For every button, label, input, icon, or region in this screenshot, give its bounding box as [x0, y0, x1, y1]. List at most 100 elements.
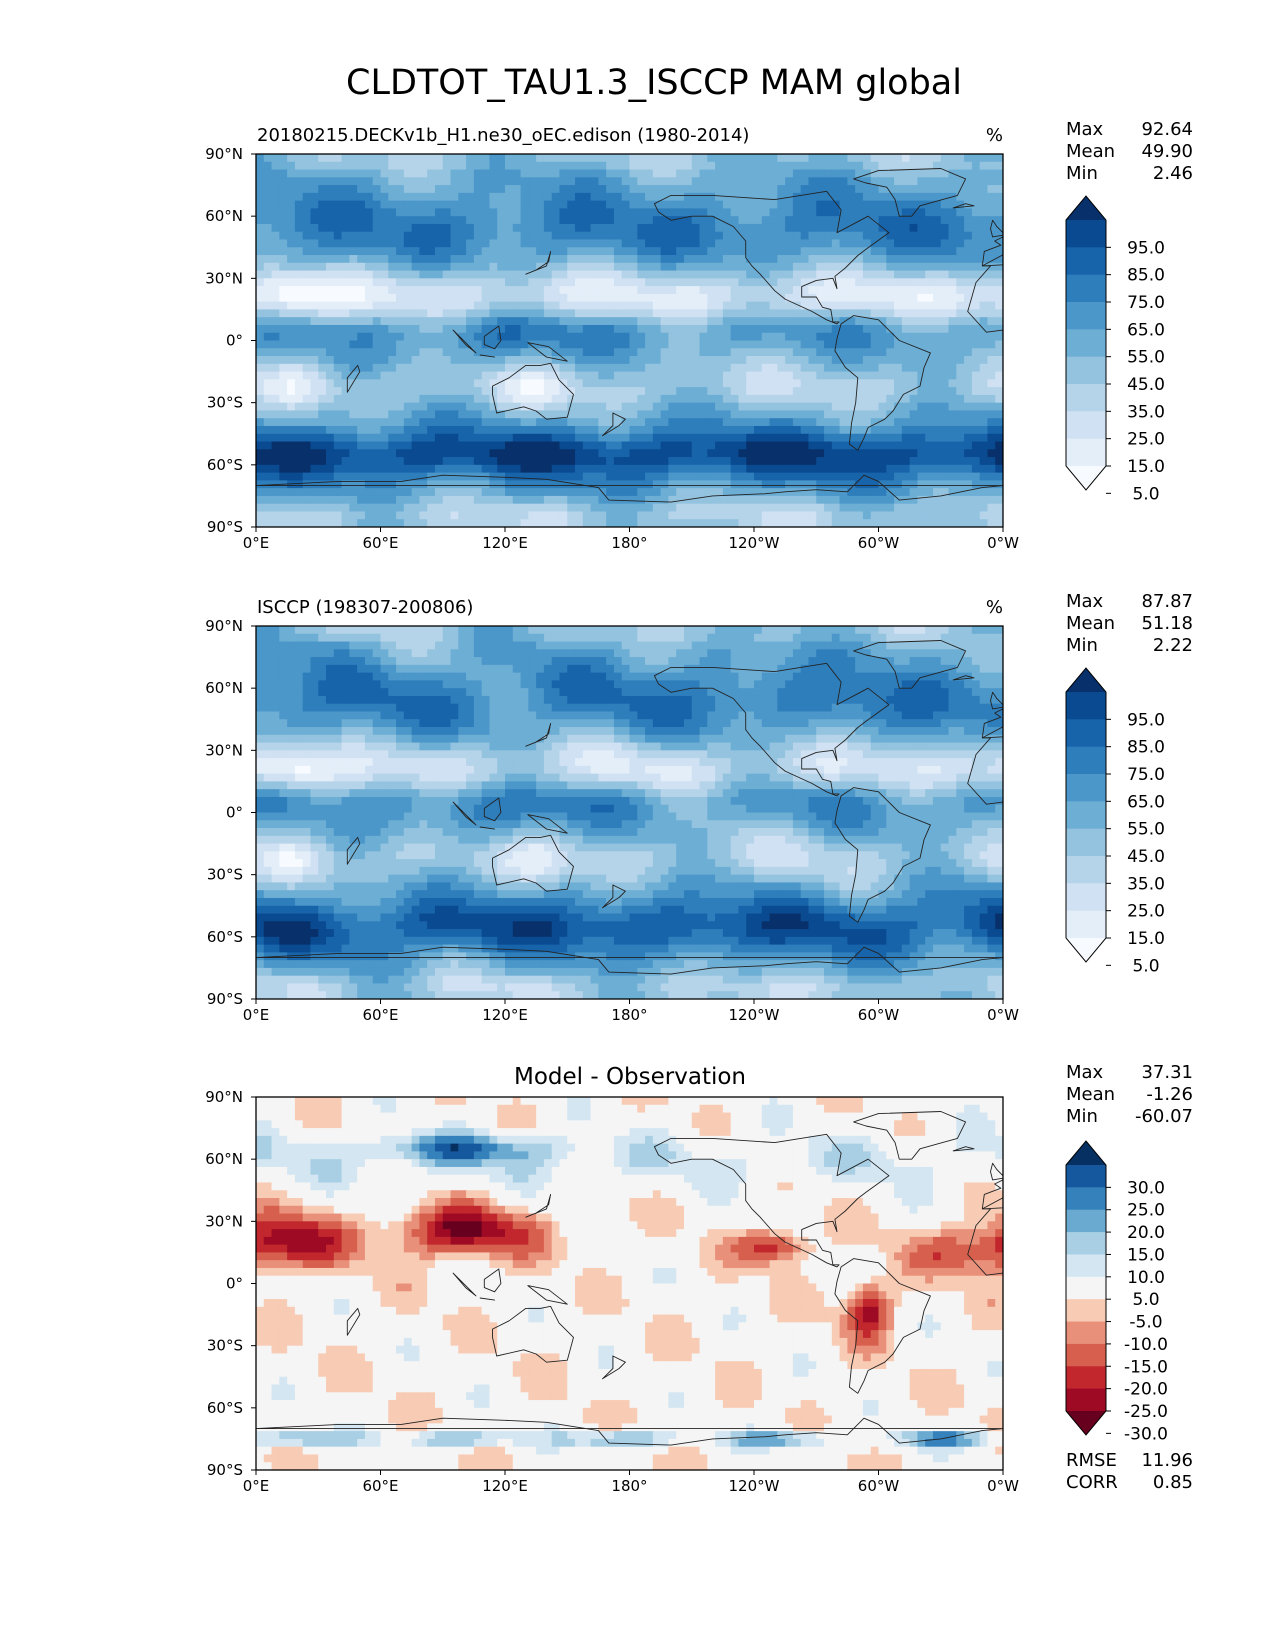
field-cell — [956, 161, 965, 171]
field-cell — [458, 177, 467, 186]
field-cell — [831, 200, 841, 209]
field-cell — [621, 239, 631, 248]
field-cell — [302, 262, 312, 272]
field-cell — [606, 255, 615, 264]
field-cell — [699, 309, 708, 318]
field-cell — [683, 309, 693, 318]
field-cell — [575, 503, 584, 513]
field-cell — [792, 519, 802, 527]
field-cell — [567, 394, 576, 404]
field-cell — [302, 169, 312, 178]
field-cell — [543, 356, 553, 365]
field-cell — [715, 239, 724, 248]
field-cell — [505, 464, 514, 474]
field-cell — [419, 363, 428, 373]
field-cell — [606, 278, 615, 287]
field-cell — [364, 340, 374, 349]
field-cell — [699, 348, 708, 357]
field-cell — [326, 200, 335, 209]
field-cell — [909, 433, 919, 443]
field-cell — [746, 363, 755, 373]
field-cell — [372, 161, 382, 171]
field-cell — [294, 379, 304, 388]
field-cell — [466, 177, 475, 186]
field-cell — [497, 402, 506, 412]
field-cell — [862, 340, 872, 349]
field-cell — [294, 332, 304, 342]
field-cell — [645, 231, 654, 241]
field-cell — [543, 192, 553, 202]
field-cell — [754, 371, 763, 380]
field-cell — [754, 340, 763, 349]
field-cell — [575, 495, 584, 505]
field-cell — [847, 348, 856, 357]
field-cell — [940, 356, 950, 365]
field-cell — [855, 247, 864, 256]
field-cell — [660, 425, 670, 435]
field-cell — [645, 286, 654, 295]
field-cell — [839, 418, 848, 427]
field-cell — [839, 169, 848, 178]
field-cell — [279, 356, 288, 365]
field-cell — [372, 247, 382, 256]
field-cell — [995, 402, 1003, 412]
field-cell — [668, 472, 677, 481]
field-cell — [925, 433, 934, 443]
field-cell — [372, 185, 382, 194]
field-cell — [979, 457, 989, 466]
field-cell — [489, 262, 498, 272]
field-cell — [683, 488, 693, 497]
field-cell — [652, 192, 662, 202]
field-cell — [676, 185, 685, 194]
field-cell — [294, 402, 304, 412]
field-cell — [691, 177, 701, 186]
field-cell — [489, 161, 498, 171]
field-cell — [925, 185, 934, 194]
field-cell — [489, 270, 498, 279]
field-cell — [847, 185, 856, 194]
field-cell — [637, 488, 646, 497]
field-cell — [473, 192, 483, 202]
field-cell — [886, 425, 895, 435]
colorbar-extend-max — [1066, 196, 1106, 220]
field-cell — [497, 247, 506, 256]
field-cell — [349, 348, 358, 357]
field-cell — [279, 340, 288, 349]
field-cell — [707, 223, 716, 233]
field-cell — [691, 286, 701, 295]
field-cell — [746, 464, 755, 474]
field-cell — [310, 464, 319, 474]
field-cell — [792, 301, 802, 311]
field-cell — [777, 154, 786, 163]
field-cell — [777, 177, 786, 186]
field-cell — [987, 293, 996, 303]
field-cell — [847, 495, 856, 505]
field-cell — [901, 626, 911, 635]
field-cell — [948, 503, 957, 513]
field-cell — [419, 223, 428, 233]
field-cell — [785, 200, 794, 209]
field-cell — [987, 161, 996, 171]
field-cell — [637, 208, 646, 217]
field-cell — [294, 223, 304, 233]
field-cell — [901, 433, 911, 443]
field-cell — [839, 472, 848, 481]
field-cell — [481, 200, 491, 209]
field-cell — [761, 464, 771, 474]
field-cell — [380, 379, 389, 388]
field-cell — [505, 449, 514, 458]
field-cell — [722, 270, 732, 279]
field-cell — [287, 317, 296, 326]
field-cell — [785, 185, 794, 194]
field-cell — [380, 433, 389, 443]
field-cell — [489, 324, 498, 334]
field-cell — [691, 216, 701, 225]
field-cell — [294, 488, 304, 497]
field-cell — [940, 262, 950, 272]
field-cell — [388, 301, 397, 311]
field-cell — [598, 457, 607, 466]
field-cell — [466, 495, 475, 505]
field-cell — [364, 348, 374, 357]
field-cell — [263, 324, 273, 334]
field-cell — [271, 239, 280, 248]
